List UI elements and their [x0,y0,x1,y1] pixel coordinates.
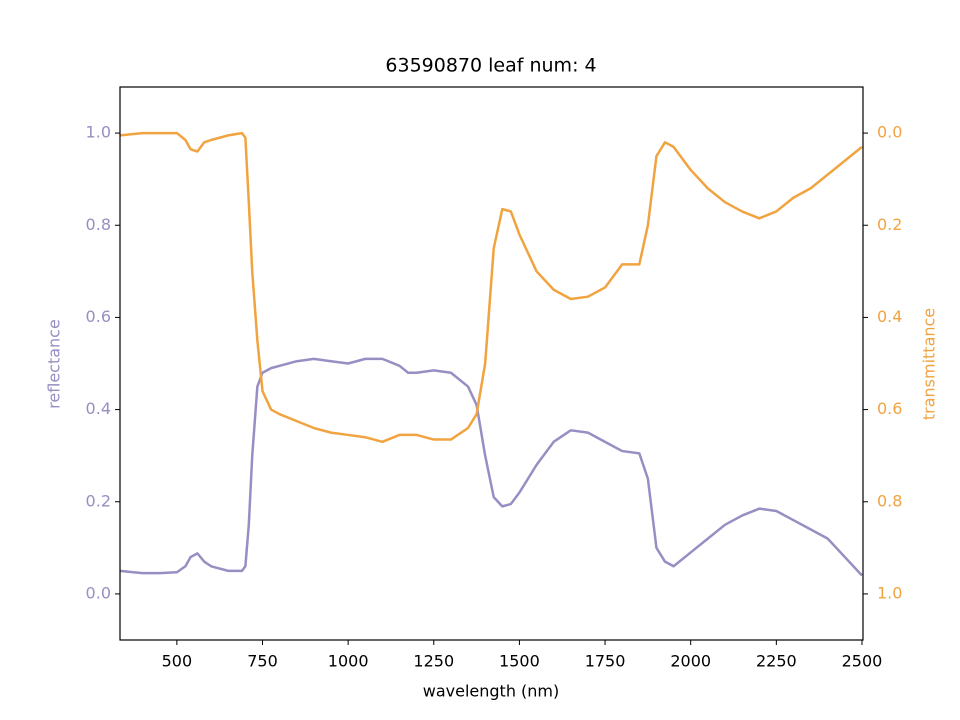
y-tick-label: 0.4 [86,399,111,418]
y-tick-label: 0.0 [86,583,111,602]
x-tick-label: 1750 [585,652,626,671]
x-tick-label: 2250 [756,652,797,671]
chart-title: 63590870 leaf num: 4 [385,55,596,77]
x-tick-label: 1000 [328,652,369,671]
y-tick-label: 1.0 [86,123,111,142]
x-tick-label: 1250 [413,652,454,671]
y2-tick-label: 0.2 [877,215,902,234]
line [119,131,863,444]
plot-frame [119,86,864,641]
y2-tick-label: 0.6 [877,399,902,418]
y2-tick-label: 0.4 [877,307,902,326]
x-tick-label: 500 [162,652,193,671]
y-axis-label: reflectance [45,319,64,409]
line [119,357,863,577]
x-tick-label: 2000 [670,652,711,671]
y2-tick-label: 1.0 [877,583,902,602]
y-tick-label: 0.8 [86,215,111,234]
y-tick-label: 0.2 [86,491,111,510]
y2-axis-label: transmittance [920,308,939,420]
x-axis-label: wavelength (nm) [423,682,560,701]
x-tick-label: 2500 [842,652,883,671]
y2-tick-label: 0.0 [877,123,902,142]
y2-tick-label: 0.8 [877,491,902,510]
x-tick-label: 1500 [499,652,540,671]
y-tick-label: 0.6 [86,307,111,326]
x-tick-label: 750 [247,652,278,671]
